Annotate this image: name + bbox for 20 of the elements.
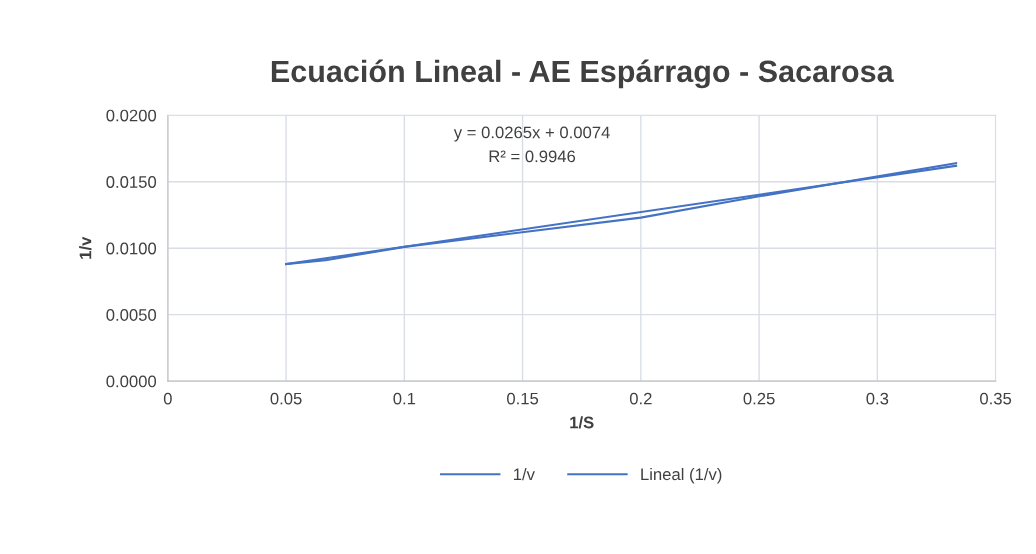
y-axis-title: 1/v: [79, 236, 92, 259]
annotation: R² = 0.9946: [489, 150, 576, 163]
x-tick-label: 0.25: [743, 392, 775, 405]
y-tick-label: 0.0050: [106, 309, 157, 321]
legend-label: Lineal (1/v): [641, 467, 722, 484]
chart-title: Ecuación Lineal - AE Espárrago - Sacarosa: [271, 59, 894, 89]
x-tick-label: 0.1: [393, 392, 416, 405]
y-tick-label: 0.0100: [106, 242, 157, 255]
x-axis-title: 1/S: [570, 416, 594, 429]
x-tick-label: 0.15: [507, 392, 539, 405]
x-tick-label: 0.3: [866, 392, 889, 405]
legend-label: 1/v: [513, 467, 535, 481]
y-tick-label: 0.0200: [106, 109, 157, 122]
y-tick-label: 0.0000: [106, 375, 157, 388]
annotation: y = 0.0265x + 0.0074: [453, 126, 610, 142]
x-tick-label: 0.2: [629, 392, 652, 405]
x-tick-label: 0.05: [270, 392, 302, 405]
x-tick-label: 0.35: [980, 392, 1012, 405]
x-tick-label: 0: [163, 392, 172, 405]
y-tick-label: 0.0150: [106, 176, 157, 188]
